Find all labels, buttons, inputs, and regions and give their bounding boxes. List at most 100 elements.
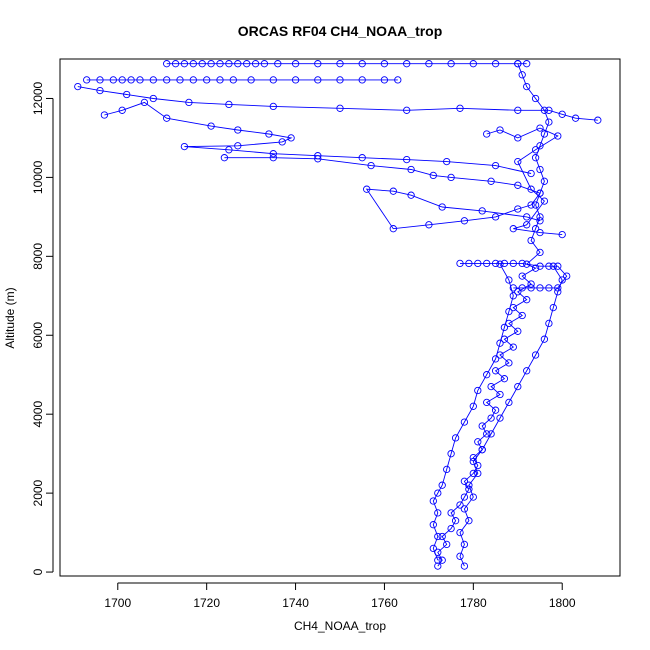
data-point — [474, 259, 482, 268]
data-point — [527, 201, 535, 209]
data-point — [545, 284, 553, 292]
data-point — [478, 446, 486, 454]
data-point — [118, 76, 126, 84]
data-point — [189, 60, 197, 68]
data-point — [558, 276, 566, 284]
data-point — [514, 181, 522, 189]
data-point — [523, 296, 531, 304]
plot-frame — [59, 58, 621, 577]
data-point — [171, 60, 180, 68]
data-point — [514, 60, 522, 68]
data-point — [434, 556, 442, 564]
data-point — [554, 288, 562, 296]
data-point — [96, 76, 104, 84]
data-point — [460, 217, 469, 225]
data-point — [451, 434, 460, 442]
data-point — [518, 284, 526, 292]
data-point — [443, 157, 451, 166]
data-point — [460, 418, 469, 426]
data-point — [545, 262, 553, 270]
data-point — [456, 104, 464, 112]
data-point — [407, 165, 415, 174]
data-point — [558, 230, 566, 239]
data-point — [531, 94, 540, 103]
data-point — [478, 207, 486, 215]
data-point — [474, 386, 482, 395]
data-point — [438, 203, 446, 211]
data-point — [540, 177, 549, 185]
data-point — [336, 104, 344, 112]
data-point — [438, 556, 446, 564]
data-point — [491, 60, 500, 68]
series-line — [459, 265, 563, 567]
data-point — [451, 517, 460, 525]
data-point — [491, 161, 500, 170]
y-tick-label: 10000 — [31, 160, 45, 194]
data-point — [483, 259, 491, 268]
data-point — [558, 110, 566, 118]
data-point — [96, 86, 104, 95]
data-point — [234, 126, 242, 134]
data-point — [336, 76, 344, 84]
data-point — [554, 284, 562, 292]
data-point — [469, 457, 477, 466]
data-point — [189, 76, 197, 84]
data-point — [358, 60, 366, 68]
data-point — [358, 154, 366, 162]
data-point — [509, 284, 517, 292]
data-point — [269, 150, 277, 158]
data-point — [456, 528, 464, 537]
data-point — [389, 225, 397, 233]
data-point — [407, 191, 415, 199]
series-line — [432, 263, 514, 561]
data-point — [127, 76, 135, 84]
data-point — [380, 60, 389, 68]
data-point — [491, 259, 500, 268]
data-point — [491, 213, 500, 221]
data-point — [434, 532, 442, 541]
data-point — [234, 142, 242, 150]
data-point — [469, 469, 477, 478]
data-point — [225, 60, 233, 68]
data-point — [491, 367, 500, 375]
data-point — [523, 82, 531, 91]
series-4 — [456, 259, 571, 292]
x-axis: 1700 1720 1740 1760 1780 1800 — [104, 582, 576, 610]
data-point — [403, 106, 411, 114]
data-point — [536, 213, 544, 221]
data-point — [447, 60, 455, 68]
data-point — [438, 481, 446, 489]
data-point — [514, 205, 522, 213]
data-point — [487, 414, 495, 422]
series-2 — [429, 260, 517, 564]
data-point — [549, 303, 557, 312]
data-point — [527, 185, 535, 193]
data-point — [496, 126, 504, 134]
data-point — [447, 524, 455, 533]
x-tick-label: 1800 — [549, 596, 576, 610]
data-point — [434, 489, 442, 497]
data-point — [540, 130, 549, 138]
data-point — [491, 406, 500, 414]
data-point — [269, 154, 277, 162]
series-7 — [74, 82, 602, 124]
data-point — [185, 98, 193, 107]
data-point — [429, 544, 437, 553]
data-point — [180, 142, 189, 151]
data-point — [571, 114, 580, 122]
data-point — [358, 76, 366, 84]
data-point — [176, 76, 184, 84]
data-point — [523, 221, 531, 229]
data-point — [443, 465, 451, 474]
data-point — [469, 60, 477, 68]
data-point — [523, 367, 531, 375]
data-point — [518, 272, 526, 280]
data-point — [545, 106, 553, 114]
data-point — [314, 76, 322, 84]
data-point — [74, 82, 82, 91]
data-point — [394, 76, 402, 84]
data-point — [100, 111, 109, 119]
data-point — [429, 521, 437, 529]
data-point — [234, 60, 242, 68]
data-point — [203, 76, 211, 84]
